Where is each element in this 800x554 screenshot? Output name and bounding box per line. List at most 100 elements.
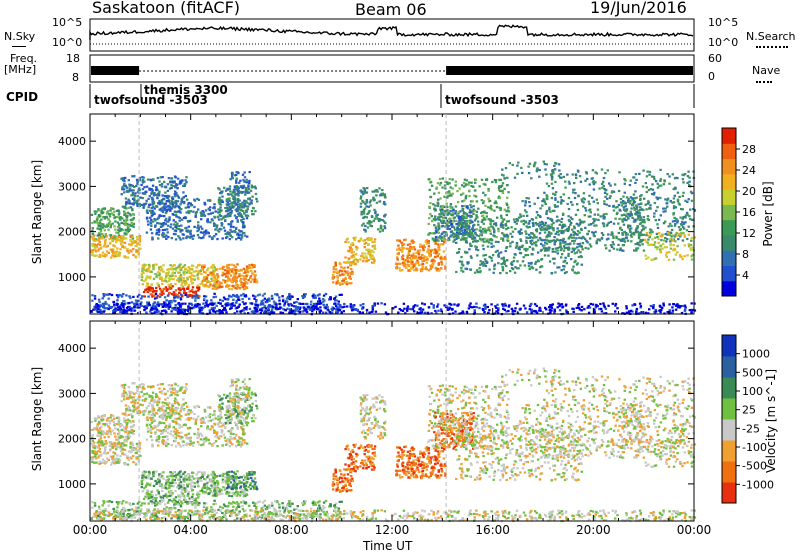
power-cell [188,290,191,293]
power-cell [406,254,409,257]
power-cell [493,263,497,266]
power-cell [505,213,508,217]
power-cell [195,295,198,299]
power-cell [494,201,497,204]
power-cell [362,190,365,193]
power-cell [190,280,193,283]
power-cell [244,277,247,281]
power-cell [142,204,146,207]
power-cell [97,209,101,212]
power-cell [161,279,164,282]
power-cell [235,238,238,241]
power-cell [479,226,482,229]
power-cell [600,237,604,240]
power-cell [399,269,402,272]
power-cell [651,231,654,234]
power-cell [92,248,95,251]
power-cell [99,215,102,218]
power-cell [234,203,238,206]
power-cell [540,226,544,229]
power-cell [488,226,491,229]
power-cell [400,309,403,312]
power-cell [495,224,498,227]
power-cell [138,236,142,239]
power-cell [97,298,101,301]
power-cell [169,299,173,303]
power-cell [193,294,196,298]
power-cell [113,245,117,248]
power-cell [271,308,274,311]
power-cell [547,185,551,188]
power-cell [669,240,672,243]
power-cell [651,258,655,261]
power-cell [438,183,442,186]
power-cell [426,250,429,254]
power-cell [439,205,442,208]
power-cell [243,176,247,179]
power-cell [437,217,440,220]
power-cell [434,238,437,241]
power-cell [222,215,225,218]
power-cell [207,232,210,235]
power-cell [137,299,140,302]
power-cell [411,241,415,245]
power-cell [436,305,439,308]
power-cell [270,294,274,297]
power-cell [464,267,467,270]
power-cell [158,287,162,290]
power-cell [221,268,225,271]
power-cell [126,249,129,253]
power-cell [505,264,508,268]
power-cell [558,246,562,249]
power-cell [571,247,574,250]
power-cell [581,200,584,203]
power-cell [212,307,216,310]
power-cell [500,216,503,219]
power-cell [243,200,247,203]
power-cell [490,256,493,259]
power-cell [656,246,659,249]
power-cell [203,295,206,298]
power-cell [542,227,545,230]
power-cell [193,278,196,281]
power-cell [101,211,105,214]
power-cell [117,213,120,216]
power-cell [432,203,435,206]
power-cell [242,178,245,182]
power-cell [213,207,216,210]
power-cell [121,245,124,248]
power-cell [437,267,440,271]
power-cell [95,218,99,221]
power-cell [428,254,431,257]
power-cell [129,244,132,247]
power-cell [619,247,622,250]
power-cell [525,232,528,235]
power-cell [612,222,616,225]
power-cell [122,237,125,240]
power-cell [215,268,218,271]
power-cell [559,176,562,179]
power-cell [518,251,522,254]
power-cell [439,210,443,213]
power-cell [220,192,223,195]
power-cell [687,245,691,248]
power-cell [185,181,188,184]
power-cell [213,274,217,277]
power-cell [474,245,477,248]
power-cell [118,251,122,255]
power-cell [448,228,452,231]
power-cell [619,249,622,252]
power-cell [572,230,575,233]
power-cell [487,189,490,192]
power-cell [166,228,169,231]
power-cell [167,200,171,203]
power-cell [669,247,673,250]
power-cell [179,275,183,279]
power-cell [486,238,489,241]
power-cell [169,284,172,288]
power-cell [659,168,662,171]
power-cell [530,232,533,235]
power-cell [360,254,363,258]
power-cell [364,224,367,228]
power-cell [673,248,677,251]
